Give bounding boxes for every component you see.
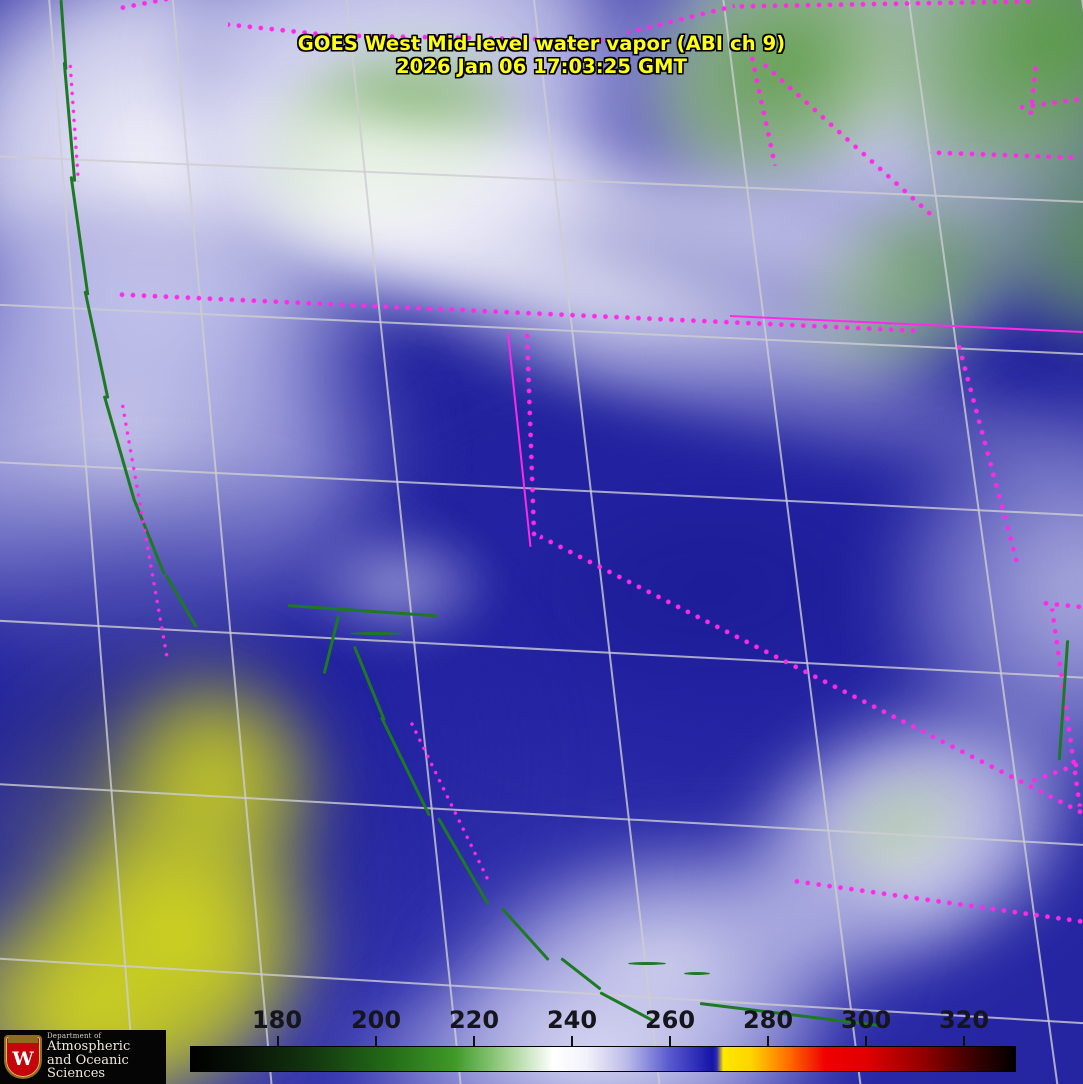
colorbar-label-220: 220: [448, 1006, 500, 1034]
colorbar-label-320: 320: [938, 1006, 990, 1034]
title-line-timestamp: 2026 Jan 06 17:03:25 GMT: [396, 55, 687, 78]
colorbar-label-180: 180: [251, 1006, 303, 1034]
uw-aos-logo[interactable]: W Department of Atmospheric and Oceanic …: [0, 1030, 166, 1084]
colorbar-gradient: [190, 1046, 1016, 1072]
colorbar-tick-200: [375, 1036, 377, 1046]
colorbar-tick-260: [669, 1036, 671, 1046]
crest-letter: W: [12, 1047, 34, 1070]
logo-name-line2: and Oceanic Sciences: [47, 1052, 129, 1082]
moist-small-bay: [300, 520, 500, 650]
colorbar-tick-280: [767, 1036, 769, 1046]
colorbar-label-200: 200: [350, 1006, 402, 1034]
uw-crest-icon: W: [4, 1035, 42, 1079]
colorbar-label-280: 280: [742, 1006, 794, 1034]
colorbar-label-240: 240: [546, 1006, 598, 1034]
logo-name-line1: Atmospheric: [47, 1039, 131, 1055]
colorbar-label-260: 260: [644, 1006, 696, 1034]
crest-cap: [8, 1036, 38, 1043]
colorbar-tick-220: [473, 1036, 475, 1046]
colorbar-tick-180: [277, 1036, 279, 1046]
logo-text: Department of Atmospheric and Oceanic Sc…: [47, 1031, 166, 1082]
title-line-product: GOES West Mid-level water vapor (ABI ch …: [297, 32, 786, 55]
colorbar-label-300: 300: [840, 1006, 892, 1034]
image-title-overlay: GOES West Mid-level water vapor (ABI ch …: [0, 32, 1083, 78]
colorbar-tick-300: [865, 1036, 867, 1046]
colorbar-tick-320: [963, 1036, 965, 1046]
colorbar-tick-240: [571, 1036, 573, 1046]
logo-department-prefix: Department of: [47, 1031, 102, 1040]
colorbar[interactable]: 180 200 220 240 260 280 300 320: [190, 1006, 1016, 1072]
